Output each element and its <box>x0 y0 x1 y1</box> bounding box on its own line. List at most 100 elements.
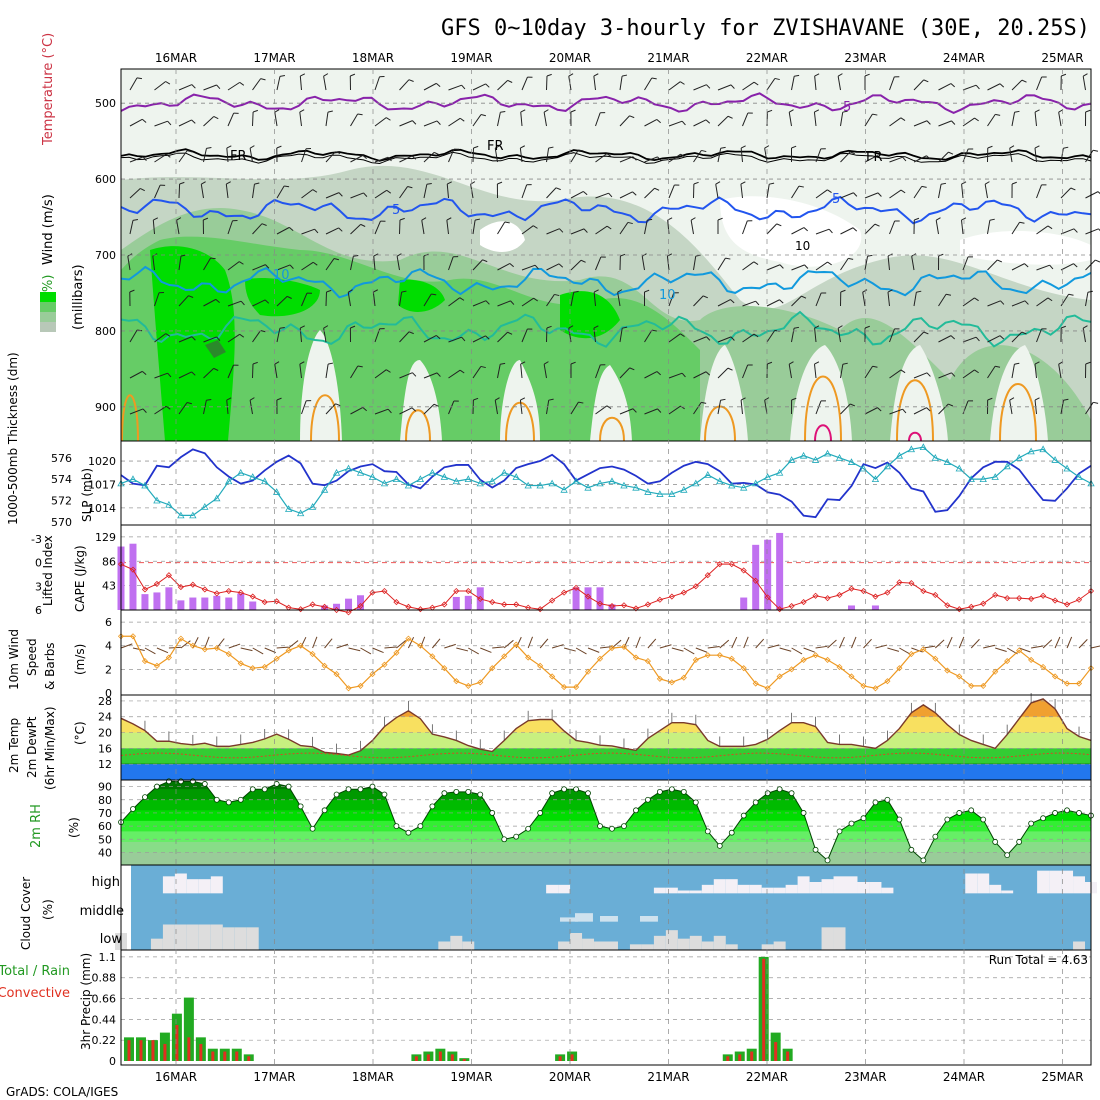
barb-feather-4-23 <box>690 217 696 221</box>
cape-bar-2 <box>141 594 149 610</box>
barb-4-19 <box>595 225 608 235</box>
wind-speed-point-1 <box>129 633 137 640</box>
cloud-low-46 <box>665 930 678 950</box>
date-bottom-22MAR: 22MAR <box>746 1070 788 1084</box>
barb-feather-5-16 <box>534 264 539 270</box>
barb-3-18 <box>570 191 584 199</box>
barb-9-0 <box>129 408 144 415</box>
cloud-high-57 <box>797 876 810 894</box>
wind-speed-point-35 <box>537 662 544 669</box>
wind-speed-point-67 <box>920 646 927 653</box>
barb-feather-0-20 <box>621 74 628 77</box>
barb-feather-6-21 <box>644 289 650 293</box>
wind-speed-point-8 <box>213 645 220 652</box>
barb-feather-3-13 <box>447 181 452 185</box>
barb-feather-6-15 <box>510 300 515 305</box>
barb-0-36 <box>1011 79 1023 91</box>
barb-feather-8-23 <box>705 371 711 376</box>
rh-point-50 <box>716 842 723 849</box>
contour-20-1 <box>310 394 340 442</box>
cloud-low-8 <box>210 924 223 950</box>
barb-feather-1-13 <box>459 117 465 122</box>
barb-2-24 <box>717 148 722 163</box>
barb-feather-8-17 <box>543 361 549 365</box>
cloud-low-28 <box>450 935 463 950</box>
barb-feather-3-25 <box>740 181 746 185</box>
panel-2m-temp: 12 16 20 24 28 2m Temp 2m DewPt (6hr Min/Max… <box>7 693 1092 790</box>
barb-0-25 <box>742 81 755 91</box>
precip-conv-3 <box>163 1043 167 1061</box>
frame-p4 <box>120 609 1092 696</box>
barb-feather-0-1 <box>165 81 171 85</box>
barb-9-23 <box>693 402 702 415</box>
barb-feather-1-10 <box>385 117 391 121</box>
barb-feather-7-5 <box>260 330 266 333</box>
thickness-point-53 <box>752 479 760 487</box>
barb-1-21 <box>644 119 658 127</box>
barb-feather-1-22 <box>681 120 686 126</box>
barb-9-18 <box>570 401 579 415</box>
rh-point-74 <box>1004 852 1011 858</box>
barb-feather-3-15 <box>497 181 503 185</box>
barb-feather-5-37 <box>1049 264 1054 270</box>
sfc-barb-43 <box>635 636 641 649</box>
cloud-mid-3 <box>640 916 658 922</box>
rh-point-27 <box>441 790 448 797</box>
cloud-low-47 <box>677 938 690 950</box>
cloud-low-54 <box>761 944 774 950</box>
barb-5-35 <box>987 259 998 271</box>
barb-feather-1-24 <box>727 115 733 119</box>
sfc-barb-56 <box>791 647 803 655</box>
p3-ticks: 43 86 129 -3 0 3 6 <box>31 531 116 617</box>
barb-5-21 <box>641 256 645 271</box>
barb-feather-6-19 <box>593 289 599 293</box>
wind-speed-point-16 <box>309 650 316 658</box>
barb-feather-0-11 <box>408 79 414 82</box>
precip-conv-24 <box>414 1056 418 1061</box>
li-point-38 <box>572 584 580 591</box>
thickness-point-39 <box>584 483 592 491</box>
sfc-barb-55 <box>779 647 792 652</box>
li-point-39 <box>584 593 592 600</box>
thickness-point-31 <box>488 477 496 485</box>
contour-label-10c: 10 <box>795 239 810 253</box>
sfc-barb-14 <box>288 640 299 649</box>
li-point-44 <box>644 601 651 608</box>
barb-2-39 <box>1085 149 1094 163</box>
panel-rh-cross-section: 5 FR FR FR 5 5 10 10 10 500600700800900 … <box>40 33 1100 442</box>
cloud-low-7 <box>198 924 211 950</box>
thickness-point-25 <box>416 475 425 483</box>
cape-bar-3 <box>153 592 161 610</box>
barb-feather-1-26 <box>767 109 773 113</box>
p2-tick-thk-570: 570 <box>51 516 72 529</box>
barb-7-6 <box>276 328 281 343</box>
barb-feather-8-21 <box>656 371 662 376</box>
barb-4-6 <box>276 226 290 235</box>
barb-3-34 <box>961 184 964 199</box>
date-top-17MAR: 17MAR <box>253 51 295 65</box>
barb-feather-2-11 <box>411 155 417 160</box>
cloud-high-63 <box>869 882 882 894</box>
barb-6-39 <box>1085 292 1089 307</box>
barb-5-1 <box>152 256 155 271</box>
barb-feather-4-39 <box>1098 228 1100 232</box>
cloud-high-46 <box>665 887 678 894</box>
p1-ylabel-axis: (millibars) <box>71 264 86 330</box>
rh-point-57 <box>800 810 807 816</box>
rh-point-9 <box>225 799 232 806</box>
wind-speed-point-32 <box>501 653 508 660</box>
barb-6-19 <box>593 292 596 307</box>
barb-5-0 <box>127 256 131 271</box>
barb-4-31 <box>889 220 896 235</box>
p7-ylabel-2: (%) <box>41 899 55 920</box>
li-line <box>120 563 1092 613</box>
barb-3-13 <box>446 184 449 199</box>
sfc-barb-7 <box>204 636 210 649</box>
li-point-67 <box>920 587 927 595</box>
rh-band-16 <box>480 221 525 252</box>
rh-point-25 <box>417 823 424 830</box>
wind-speed-point-34 <box>525 654 532 661</box>
barb-6-6 <box>276 295 288 307</box>
barb-feather-6-33 <box>945 293 952 296</box>
barb-9-30 <box>864 407 878 415</box>
